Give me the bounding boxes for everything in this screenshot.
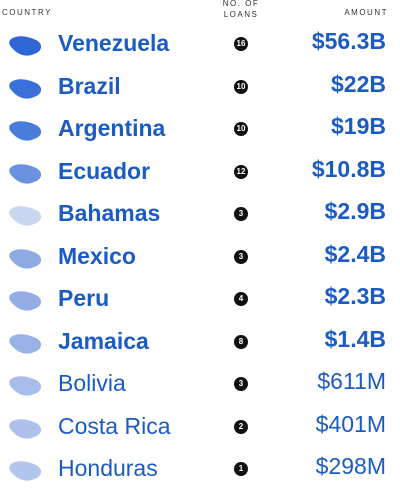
loan-count: 3 bbox=[234, 249, 248, 264]
country-shape bbox=[9, 418, 42, 439]
table-row: Bahamas 3 $2.9B bbox=[0, 194, 400, 236]
country-icon bbox=[9, 248, 42, 269]
country-icon bbox=[9, 291, 42, 311]
table-row: Costa Rica 2 $401M bbox=[0, 407, 400, 449]
loan-amount: $611M bbox=[317, 368, 386, 394]
table-row: Venezuela 16 $56.3B bbox=[0, 24, 400, 66]
loan-amount: $22B bbox=[331, 70, 386, 97]
country-icon bbox=[9, 78, 42, 99]
header-loans: NO. OF LOANS bbox=[222, 0, 260, 19]
table-row: Brazil 10 $22B bbox=[0, 67, 400, 109]
country-shape bbox=[9, 461, 42, 481]
country-name: Bolivia bbox=[58, 370, 126, 396]
loan-count: 16 bbox=[234, 37, 248, 51]
table-row: Bolivia 3 $611M bbox=[0, 364, 400, 406]
table-row: Ecuador 12 $10.8B bbox=[0, 152, 400, 194]
loan-count: 3 bbox=[234, 207, 248, 221]
country-shape bbox=[9, 248, 42, 269]
country-name: Jamaica bbox=[58, 327, 149, 354]
country-shape bbox=[9, 36, 42, 56]
loan-count: 4 bbox=[234, 292, 248, 306]
country-icon bbox=[9, 121, 42, 141]
loan-count: 8 bbox=[234, 334, 248, 349]
loan-amount: $1.4B bbox=[324, 325, 386, 352]
page: {"table": { "headers": ["COUNTRY", "NO. … bbox=[0, 0, 400, 481]
country-icon bbox=[9, 36, 42, 56]
table-row: Peru 4 $2.3B bbox=[0, 279, 400, 321]
country-name: Argentina bbox=[58, 115, 166, 141]
header-country: COUNTRY bbox=[2, 8, 52, 17]
country-icon bbox=[9, 418, 42, 439]
country-shape bbox=[9, 291, 42, 311]
country-shape bbox=[9, 121, 42, 141]
table-row: Jamaica 8 $1.4B bbox=[0, 322, 400, 364]
loan-amount: $2.9B bbox=[324, 198, 386, 224]
loan-count: 12 bbox=[234, 164, 248, 179]
table-row: Mexico 3 $2.4B bbox=[0, 237, 400, 279]
country-name: Costa Rica bbox=[58, 412, 171, 439]
country-shape bbox=[9, 78, 42, 99]
country-icon bbox=[9, 333, 42, 354]
loan-amount: $2.3B bbox=[324, 283, 386, 309]
loan-amount: $19B bbox=[331, 113, 386, 139]
country-name: Ecuador bbox=[58, 157, 151, 184]
loan-amount: $298M bbox=[315, 453, 386, 479]
loan-amount: $10.8B bbox=[311, 155, 386, 182]
loan-amount: $2.4B bbox=[324, 240, 386, 267]
country-icon bbox=[9, 376, 42, 396]
table-row: Argentina 10 $19B bbox=[0, 109, 400, 151]
country-name: Bahamas bbox=[58, 200, 161, 226]
country-shape bbox=[9, 163, 42, 184]
table-row: Honduras 1 $298M bbox=[0, 449, 400, 491]
country-icon bbox=[9, 461, 42, 481]
loan-amount: $56.3B bbox=[311, 28, 386, 54]
country-icon bbox=[9, 163, 42, 184]
loan-count: 3 bbox=[234, 377, 248, 391]
country-name: Mexico bbox=[58, 242, 136, 269]
country-name: Peru bbox=[58, 285, 110, 311]
country-shape bbox=[9, 206, 42, 226]
country-shape bbox=[9, 376, 42, 396]
loan-count: 10 bbox=[234, 122, 248, 136]
country-name: Venezuela bbox=[58, 30, 170, 56]
header-amount: AMOUNT bbox=[344, 8, 388, 17]
loan-count: 1 bbox=[234, 462, 248, 476]
loan-count: 2 bbox=[234, 419, 248, 434]
country-name: Honduras bbox=[58, 455, 158, 481]
country-shape bbox=[9, 333, 42, 354]
loan-count: 10 bbox=[234, 79, 248, 94]
loan-amount: $401M bbox=[315, 410, 386, 437]
country-name: Brazil bbox=[58, 72, 121, 99]
country-icon bbox=[9, 206, 42, 226]
